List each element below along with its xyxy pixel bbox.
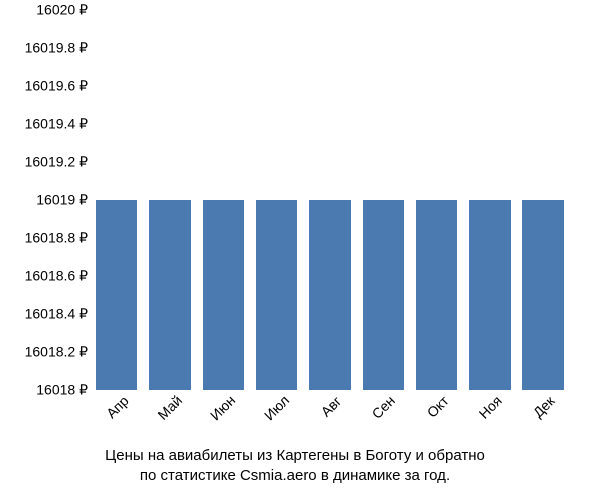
price-bar: [309, 200, 351, 390]
bar-slot: [90, 10, 143, 390]
x-tick-label: Дек: [530, 393, 558, 421]
x-label-slot: Июн: [197, 390, 250, 442]
y-tick-label: 16020 ₽: [10, 2, 88, 19]
x-tick-label: Июл: [261, 392, 292, 423]
y-tick-label: 16019.4 ₽: [10, 116, 88, 133]
chart-caption: Цены на авиабилеты из Картегены в Боготу…: [10, 446, 580, 487]
x-label-slot: Окт: [410, 390, 463, 442]
x-label-slot: Апр: [90, 390, 143, 442]
x-tick-label: Сен: [369, 392, 398, 421]
x-label-slot: Авг: [303, 390, 356, 442]
x-tick-label: Июн: [207, 392, 238, 423]
price-bar: [149, 200, 191, 390]
bars-group: [90, 10, 570, 390]
price-chart: 16018 ₽ 16018.2 ₽ 16018.4 ₽ 16018.6 ₽ 16018.…: [0, 0, 600, 500]
x-label-slot: Ноя: [463, 390, 516, 442]
price-bar: [469, 200, 511, 390]
y-tick-label: 16018 ₽: [10, 382, 88, 399]
price-bar: [363, 200, 405, 390]
price-bar: [96, 200, 138, 390]
bar-slot: [303, 10, 356, 390]
x-tick-label: Окт: [423, 393, 451, 421]
plot-area: 16018 ₽16018.2 ₽16018.4 ₽16018.6 ₽16018.…: [90, 10, 570, 390]
x-axis: Апр Май Июн Июл Авг Сен Окт Ноя Дек: [90, 390, 570, 442]
x-tick-label: Ноя: [476, 392, 505, 421]
bar-slot: [517, 10, 570, 390]
x-label-slot: Июл: [250, 390, 303, 442]
bar-slot: [410, 10, 463, 390]
price-bar: [522, 200, 564, 390]
x-tick-label: Апр: [103, 393, 132, 422]
y-tick-label: 16019.2 ₽: [10, 154, 88, 171]
x-tick-label: Авг: [318, 393, 345, 420]
y-tick-label: 16019.8 ₽: [10, 40, 88, 57]
bar-slot: [143, 10, 196, 390]
y-tick-label: 16018.8 ₽: [10, 230, 88, 247]
caption-line-2: по статистике Csmia.aero в динамике за г…: [20, 466, 570, 486]
bar-slot: [250, 10, 303, 390]
x-tick-label: Май: [154, 392, 185, 423]
y-axis: 16018 ₽16018.2 ₽16018.4 ₽16018.6 ₽16018.…: [10, 10, 88, 390]
price-bar: [416, 200, 458, 390]
y-tick-label: 16019.6 ₽: [10, 78, 88, 95]
x-label-slot: Май: [143, 390, 196, 442]
bar-slot: [197, 10, 250, 390]
y-tick-label: 16018.6 ₽: [10, 268, 88, 285]
x-label-slot: Дек: [517, 390, 570, 442]
price-bar: [203, 200, 245, 390]
caption-line-1: Цены на авиабилеты из Картегены в Боготу…: [20, 446, 570, 466]
price-bar: [256, 200, 298, 390]
y-tick-label: 16018.4 ₽: [10, 306, 88, 323]
bar-slot: [357, 10, 410, 390]
x-label-slot: Сен: [357, 390, 410, 442]
bar-slot: [463, 10, 516, 390]
y-tick-label: 16019 ₽: [10, 192, 88, 209]
y-tick-label: 16018.2 ₽: [10, 344, 88, 361]
